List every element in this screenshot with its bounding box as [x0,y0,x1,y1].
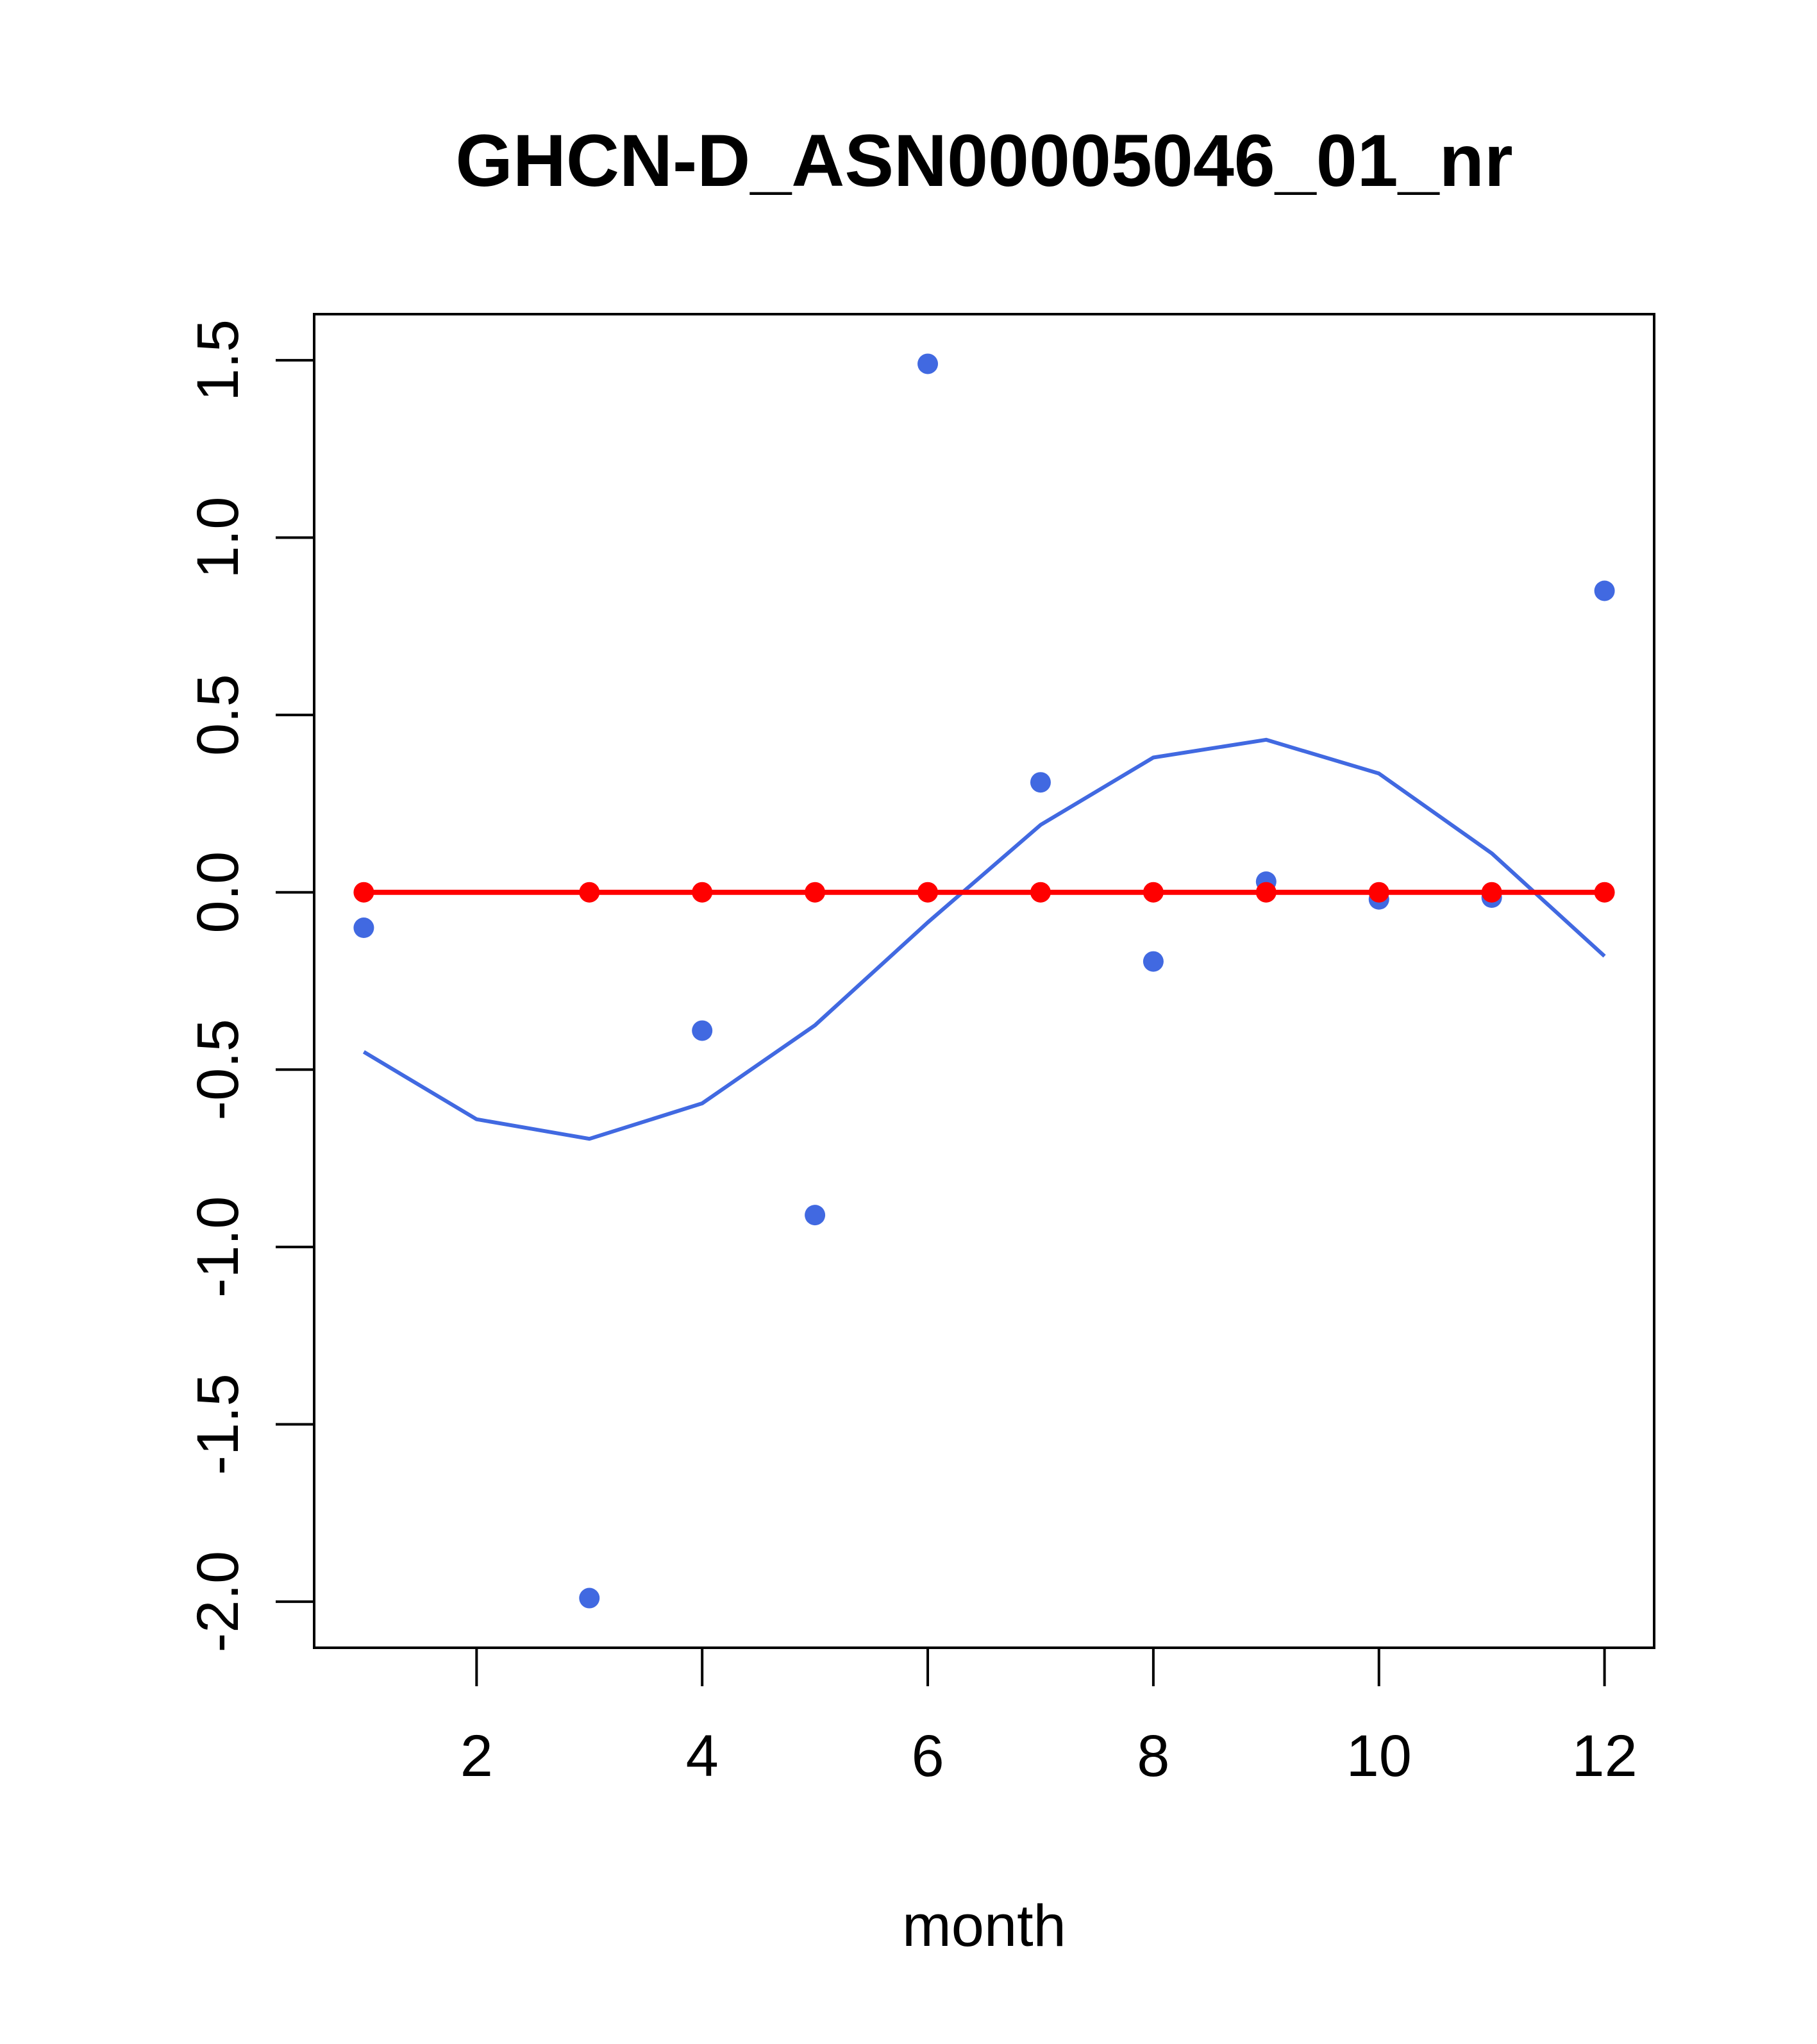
x-axis: 2 4 6 8 10 12 [460,1648,1637,1789]
series-0-point [805,1205,826,1226]
y-tick-label: 1.5 [185,319,251,401]
series-0-point [1594,580,1615,601]
y-tick-label: 0.5 [185,674,251,756]
series-0-point [1143,951,1164,972]
x-tick-label: 12 [1571,1723,1637,1789]
series-0-point [1030,772,1051,793]
y-tick-label: -2.0 [185,1551,251,1653]
series-layer [353,353,1615,1609]
series-0-point [353,917,374,939]
x-tick-label: 10 [1346,1723,1412,1789]
x-tick-label: 2 [460,1723,493,1789]
series-2-point [1030,882,1051,903]
x-tick-label: 8 [1137,1723,1169,1789]
series-2-point [353,882,374,903]
x-tick-label: 6 [911,1723,944,1789]
series-2-point [692,882,713,903]
y-tick-label: -1.0 [185,1196,251,1298]
x-tick-label: 4 [686,1723,719,1789]
series-2-point [1143,882,1164,903]
series-0-point [917,353,939,374]
y-tick-label: -1.5 [185,1373,251,1475]
series-2-point [917,882,939,903]
series-0-point [579,1587,600,1609]
series-2-point [1255,882,1277,903]
plot-frame [313,313,1655,1649]
y-tick-label: 1.0 [185,497,251,579]
y-axis: -2.0 -1.5 -1.0 -0.5 0.0 0.5 1.0 1.5 [185,319,314,1652]
chart-title: GHCN-D_ASN00005046_01_nr [455,120,1512,202]
series-2-point [1481,882,1502,903]
series-2-point [579,882,600,903]
series-0-point [692,1020,713,1041]
series-2-point [805,882,826,903]
series-2-point [1368,882,1389,903]
y-tick-label: -0.5 [185,1019,251,1121]
series-1-line [362,737,1606,1141]
series-2-point [1594,882,1615,903]
x-axis-label: month [902,1893,1066,1959]
y-tick-label: 0.0 [185,851,251,934]
